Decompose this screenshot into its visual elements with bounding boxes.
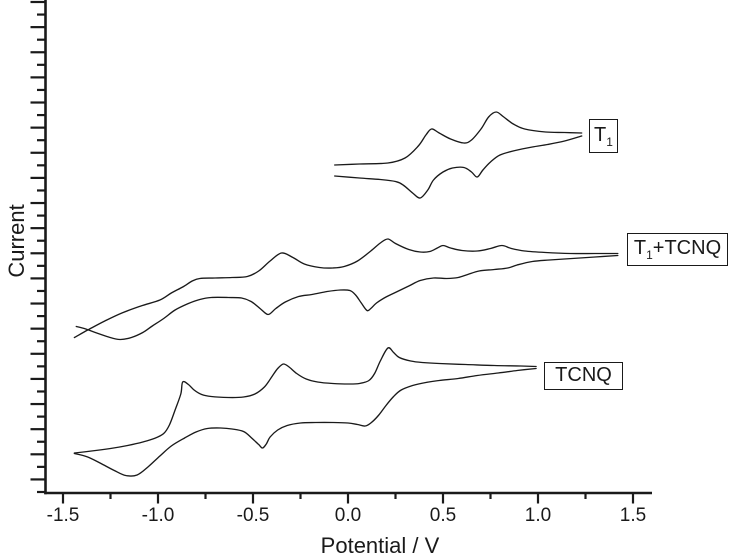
cv-curve-t1-anodic [334,111,583,166]
curve-label-text: T [633,237,647,259]
x-tick-label: 0.0 [334,505,362,526]
y-axis-label: Current [4,204,29,278]
curve-label-tcnq: TCNQ [544,362,623,390]
curve-label-t1-tcnq: T1+TCNQ [627,233,728,266]
curve-label-text: 1 [646,248,653,262]
x-axis-label: Potential / V [320,533,440,554]
x-tick-label: -1.5 [46,505,80,526]
curve-label-text: TCNQ [555,363,612,386]
x-tick-label: 1.0 [524,505,552,526]
x-tick-label: 1.5 [619,505,647,526]
curve-label-text: +TCNQ [652,237,722,259]
cv-curve-t1-tcnq-cathodic [75,254,619,341]
curve-label-text: 1 [606,134,613,149]
cv-curve-t1-tcnq-anodic [73,238,619,339]
x-tick-label: -1.0 [141,505,175,526]
curve-label-t1: T1 [589,119,618,153]
cv-curve-t1-cathodic [334,135,583,199]
x-tick-label: -0.5 [236,505,270,526]
cv-curve-tcnq-anodic [73,347,537,454]
x-tick-label: 0.5 [429,505,457,526]
curve-label-text: T [594,123,607,146]
cv-curve-tcnq-cathodic [73,367,537,477]
